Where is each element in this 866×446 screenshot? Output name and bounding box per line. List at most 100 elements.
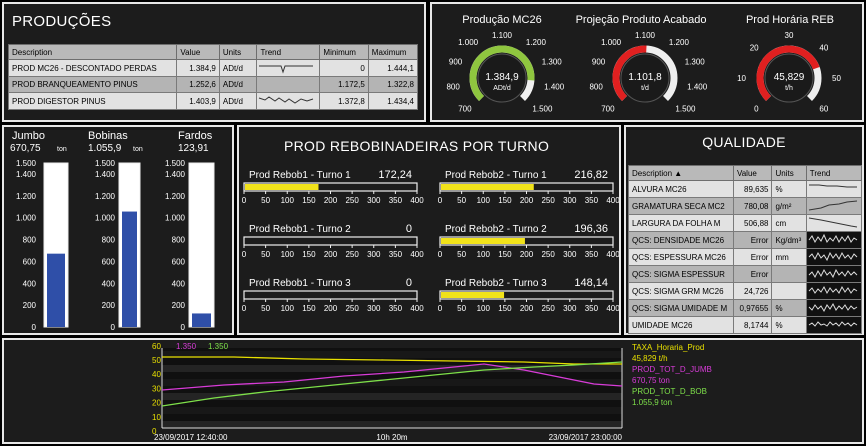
column-fill bbox=[122, 211, 137, 327]
bar-tick: 100 bbox=[477, 304, 491, 313]
row-trend-sparkline bbox=[805, 214, 863, 232]
table-row[interactable]: QCS: DENSIDADE MC26 Error Kg/dm³ bbox=[628, 231, 863, 249]
col-minimum[interactable]: Minimum bbox=[319, 44, 369, 60]
bar-tick: 100 bbox=[281, 196, 295, 205]
trend-band bbox=[162, 351, 622, 358]
row-desc: PROD BRANQUEAMENTO PINUS bbox=[7, 76, 178, 93]
col-description[interactable]: Description bbox=[7, 44, 178, 60]
gauge-tick: 1.100 bbox=[492, 31, 513, 40]
col-description[interactable]: Description ▲ bbox=[628, 165, 734, 181]
col-units[interactable]: Units bbox=[771, 165, 807, 181]
bar-label: Prod Rebob2 - Turno 1 bbox=[445, 170, 547, 181]
trend-y-tick: 30 bbox=[152, 384, 161, 393]
trend-y-tick: 50 bbox=[152, 356, 161, 365]
row-maximum: 1.322,8 bbox=[367, 76, 419, 93]
gauge-tick: 1.200 bbox=[669, 38, 690, 47]
bar-tick: 300 bbox=[367, 304, 381, 313]
bar-label: Prod Rebob1 - Turno 3 bbox=[249, 278, 351, 289]
table-row[interactable]: PROD BRANQUEAMENTO PINUS 1.252,6 ADt/d 1… bbox=[7, 76, 419, 93]
bar-tick: 250 bbox=[345, 250, 359, 259]
bar-fill bbox=[441, 238, 525, 244]
col-units[interactable]: Units bbox=[218, 44, 258, 60]
legend-value: 1.055,9 ton bbox=[632, 398, 672, 407]
legend-name: PROD_TOT_D_JUMB bbox=[632, 365, 712, 374]
bar-tick: 250 bbox=[541, 250, 555, 259]
table-row[interactable]: QCS: SIGMA UMIDADE M 0,97655% bbox=[628, 299, 863, 317]
gauge-face bbox=[477, 53, 527, 103]
row-value: 8,1744 bbox=[732, 316, 773, 334]
bar-tick: 200 bbox=[324, 196, 338, 205]
gauge-tick: 1.400 bbox=[687, 82, 708, 91]
bar-tick: 150 bbox=[302, 304, 316, 313]
bar-track bbox=[243, 290, 418, 300]
axis-tick: 1.000 bbox=[165, 214, 186, 223]
bar-tick: 150 bbox=[302, 250, 316, 259]
axis-tick: 1.200 bbox=[95, 192, 116, 201]
bar-value: 148,14 bbox=[574, 277, 608, 289]
bar-tick: 350 bbox=[389, 304, 403, 313]
bar-tick: 350 bbox=[389, 250, 403, 259]
bar-tick: 400 bbox=[410, 196, 424, 205]
bar-track bbox=[243, 236, 418, 246]
gauge-tick: 800 bbox=[589, 82, 603, 91]
axis-tick: 200 bbox=[102, 301, 116, 310]
axis-tick: 600 bbox=[172, 257, 186, 266]
table-row[interactable]: UMIDADE MC26 8,1744% bbox=[628, 316, 863, 334]
table-row[interactable]: ALVURA MC26 89,635% bbox=[628, 180, 863, 198]
table-row[interactable]: LARGURA DA FOLHA M 506,88 cm bbox=[628, 214, 863, 232]
col-trend[interactable]: Trend bbox=[256, 44, 321, 60]
table-row[interactable]: QCS: SIGMA GRM MC26 24,726 bbox=[628, 282, 863, 300]
trend-y-tick: 10 bbox=[152, 413, 161, 422]
axis-tick: 800 bbox=[172, 236, 186, 245]
axis-tick: 1.200 bbox=[16, 192, 37, 201]
bar-tick: 50 bbox=[261, 304, 270, 313]
bar-tick: 400 bbox=[606, 304, 619, 313]
gauge-tick: 1.300 bbox=[542, 58, 563, 67]
axis-tick: 1.000 bbox=[95, 214, 116, 223]
trend-x-start: 23/09/2017 12:40:00 bbox=[154, 433, 228, 442]
bar-tick: 50 bbox=[457, 196, 466, 205]
col-trend[interactable]: Trend bbox=[805, 165, 863, 181]
gauges-panel: Produção MC26 Projeção Produto Acabado P… bbox=[430, 2, 864, 122]
rebobinadeiras-panel: PROD REBOBINADEIRAS POR TURNO Prod Rebob… bbox=[237, 125, 621, 335]
axis-tick: 0 bbox=[181, 323, 186, 332]
bar-tick: 400 bbox=[606, 250, 619, 259]
gauge-tick: 1.200 bbox=[526, 38, 547, 47]
table-row[interactable]: PROD DIGESTOR PINUS 1.403,9 ADt/d 1.372,… bbox=[7, 92, 419, 110]
estoque-svg: 1.500 1.500 1.500 1.400 1.400 1.400 1.200 1.200… bbox=[10, 130, 215, 332]
row-trend-sparkline bbox=[805, 180, 863, 198]
rebobinadeiras-title: PROD REBOBINADEIRAS POR TURNO bbox=[284, 138, 550, 154]
column-value: 670,75 bbox=[10, 143, 41, 154]
bar-tick: 350 bbox=[585, 196, 599, 205]
bar-tick: 400 bbox=[410, 250, 424, 259]
column-value: 1.055,9 bbox=[88, 143, 122, 154]
bar-tick: 300 bbox=[563, 250, 577, 259]
row-desc: PROD DIGESTOR PINUS bbox=[7, 92, 178, 110]
col-maximum[interactable]: Maximum bbox=[367, 44, 419, 60]
gauge-face bbox=[764, 53, 814, 103]
bar-tick: 50 bbox=[261, 250, 270, 259]
row-trend-sparkline bbox=[256, 59, 321, 77]
row-desc: QCS: SIGMA UMIDADE M bbox=[628, 299, 734, 317]
trend-y-tick: 0 bbox=[152, 427, 157, 436]
bar-tick: 250 bbox=[541, 196, 555, 205]
table-row[interactable]: QCS: SIGMA ESPESSUR Error bbox=[628, 265, 863, 283]
col-value[interactable]: Value bbox=[176, 44, 220, 60]
table-row[interactable]: PROD MC26 - DESCONTADO PERDAS 1.384,9 AD… bbox=[7, 59, 419, 77]
axis-tick: 1.500 bbox=[95, 159, 116, 168]
gauge-tick: 1.000 bbox=[458, 38, 479, 47]
series-line-taxa bbox=[162, 356, 622, 365]
rebob-svg: Prod Rebob1 - Turno 1 172,24 0 50 100 150 200 2… bbox=[242, 169, 619, 313]
legend-name: PROD_TOT_D_BOB bbox=[632, 387, 707, 396]
bar-tick: 0 bbox=[438, 250, 443, 259]
gauge-unit: t/d bbox=[641, 85, 649, 92]
trend-x-end: 23/09/2017 23:00:00 bbox=[549, 433, 623, 442]
column-name: Jumbo bbox=[12, 130, 45, 142]
col-value[interactable]: Value bbox=[732, 165, 773, 181]
bar-tick: 100 bbox=[281, 250, 295, 259]
table-row[interactable]: QCS: ESPESSURA MC26 Error mm bbox=[628, 248, 863, 266]
gauge-tick: 50 bbox=[832, 74, 841, 83]
table-row[interactable]: GRAMATURA SECA MC2 780,08 g/m² bbox=[628, 197, 863, 215]
bar-tick: 250 bbox=[541, 304, 555, 313]
column-container bbox=[188, 162, 215, 328]
